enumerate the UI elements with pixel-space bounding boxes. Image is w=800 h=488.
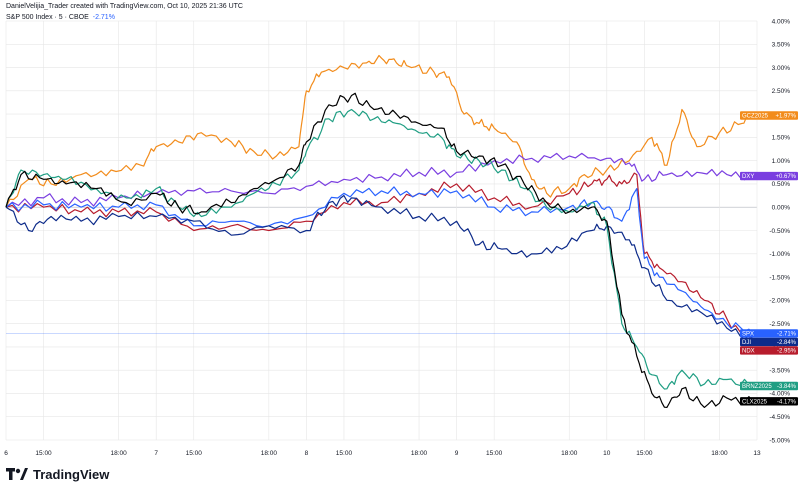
tag-value: -2.71% <box>777 331 797 337</box>
series-tag-ndx: NDX -2.95% <box>740 346 798 355</box>
tag-name: DJI <box>742 340 751 346</box>
y-tick-label: -3.50% <box>769 367 790 374</box>
tag-value: +1.97% <box>775 114 796 120</box>
y-tick-label: 1.50% <box>772 135 791 142</box>
x-tick-label: 15:00 <box>486 450 503 457</box>
series-line-clx2025 <box>5 92 754 408</box>
y-tick-label: 2.50% <box>772 88 791 95</box>
x-tick-label: 18:00 <box>111 450 128 457</box>
tag-name: GCZ2025 <box>742 114 769 120</box>
tag-background <box>740 397 798 406</box>
x-tick-label: 18:00 <box>711 450 728 457</box>
y-tick-label: -4.50% <box>769 414 790 421</box>
series-line-dji <box>5 194 754 341</box>
y-tick-label: 4.00% <box>772 18 791 25</box>
tag-name: NDX <box>742 348 755 354</box>
x-tick-label: 15:00 <box>636 450 653 457</box>
series-tag-spx: SPX -2.71% <box>740 329 798 338</box>
y-tick-label: -1.00% <box>769 251 790 258</box>
tag-value: -4.17% <box>777 399 797 405</box>
series-tags: GCZ2025 +1.97% DXY +0.67% SPX -2.71% DJI -2.84%… <box>740 111 798 406</box>
x-tick-label: 18:00 <box>411 450 428 457</box>
tag-value: +0.67% <box>775 174 796 180</box>
y-axis: 4.00%3.50%3.00%2.50%2.00%1.50%1.00%0.50%… <box>769 18 790 444</box>
tag-background <box>740 111 798 120</box>
y-tick-label: 0.00% <box>772 205 791 212</box>
tag-background <box>740 337 798 347</box>
y-tick-label: -1.50% <box>769 274 790 281</box>
tradingview-logo-icon <box>6 468 28 480</box>
tag-value: -3.84% <box>777 384 797 390</box>
tag-background <box>740 329 798 338</box>
x-tick-label: 18:00 <box>261 450 278 457</box>
x-tick-label: 6 <box>4 450 8 457</box>
x-axis: 6 15:00 18:00 7 15:00 18:00 8 15:00 18:00 9 15:00 1… <box>4 450 761 457</box>
series-tag-clx2025: CLX2025 -4.17% <box>740 397 798 406</box>
x-tick-label: 15:00 <box>35 450 52 457</box>
tag-name: DXY <box>742 174 754 180</box>
x-tick-label: 7 <box>154 450 158 457</box>
y-tick-label: -2.50% <box>769 321 790 328</box>
series-tag-dxy: DXY +0.67% <box>740 171 798 181</box>
x-tick-label: 10 <box>603 450 611 457</box>
symbol-title: S&P 500 Index · 5 · CBOE <box>6 14 89 21</box>
tradingview-logo[interactable]: TradingView <box>6 466 109 482</box>
series-line-ndx <box>5 172 754 345</box>
x-tick-label: 15:00 <box>186 450 203 457</box>
series-tag-dji: DJI -2.84% <box>740 337 798 347</box>
x-tick-label: 9 <box>455 450 459 457</box>
tag-background <box>740 381 798 391</box>
series-line-spx <box>5 186 754 334</box>
tag-background <box>740 171 798 181</box>
tag-value: -2.95% <box>777 348 797 354</box>
series-tag-gcz2025: GCZ2025 +1.97% <box>740 111 798 120</box>
series-line-dxy <box>5 152 754 208</box>
y-tick-label: -2.00% <box>769 298 790 305</box>
x-tick-label: 13 <box>753 450 761 457</box>
tag-name: CLX2025 <box>742 399 768 405</box>
symbol-change: -2.71% <box>92 14 115 21</box>
series-line-brnz2025 <box>5 108 754 390</box>
tag-background <box>740 346 798 355</box>
tradingview-logo-text: TradingView <box>33 466 110 482</box>
y-tick-label: -5.00% <box>769 437 790 444</box>
tag-name: SPX <box>742 331 754 337</box>
y-tick-label: 3.00% <box>772 65 791 72</box>
chart-credit: DanielVelijia_Trader created with Tradin… <box>6 3 243 10</box>
series-line-gcz2025 <box>5 54 754 208</box>
y-tick-label: 0.50% <box>772 181 791 188</box>
tag-value: -2.84% <box>777 340 797 346</box>
grid <box>5 20 758 441</box>
tag-name: BRNZ2025 <box>742 384 772 390</box>
x-tick-label: 18:00 <box>561 450 578 457</box>
y-tick-label: -0.50% <box>769 228 790 235</box>
x-tick-label: 8 <box>305 450 309 457</box>
y-tick-label: 3.50% <box>772 42 791 49</box>
series-lines <box>5 54 754 408</box>
series-tag-brnz2025: BRNZ2025 -3.84% <box>740 381 798 391</box>
x-tick-label: 15:00 <box>336 450 353 457</box>
y-tick-label: -4.00% <box>769 391 790 398</box>
y-tick-label: 1.00% <box>772 158 791 165</box>
symbol-header: S&P 500 Index · 5 · CBOE -2.71% <box>6 14 115 21</box>
